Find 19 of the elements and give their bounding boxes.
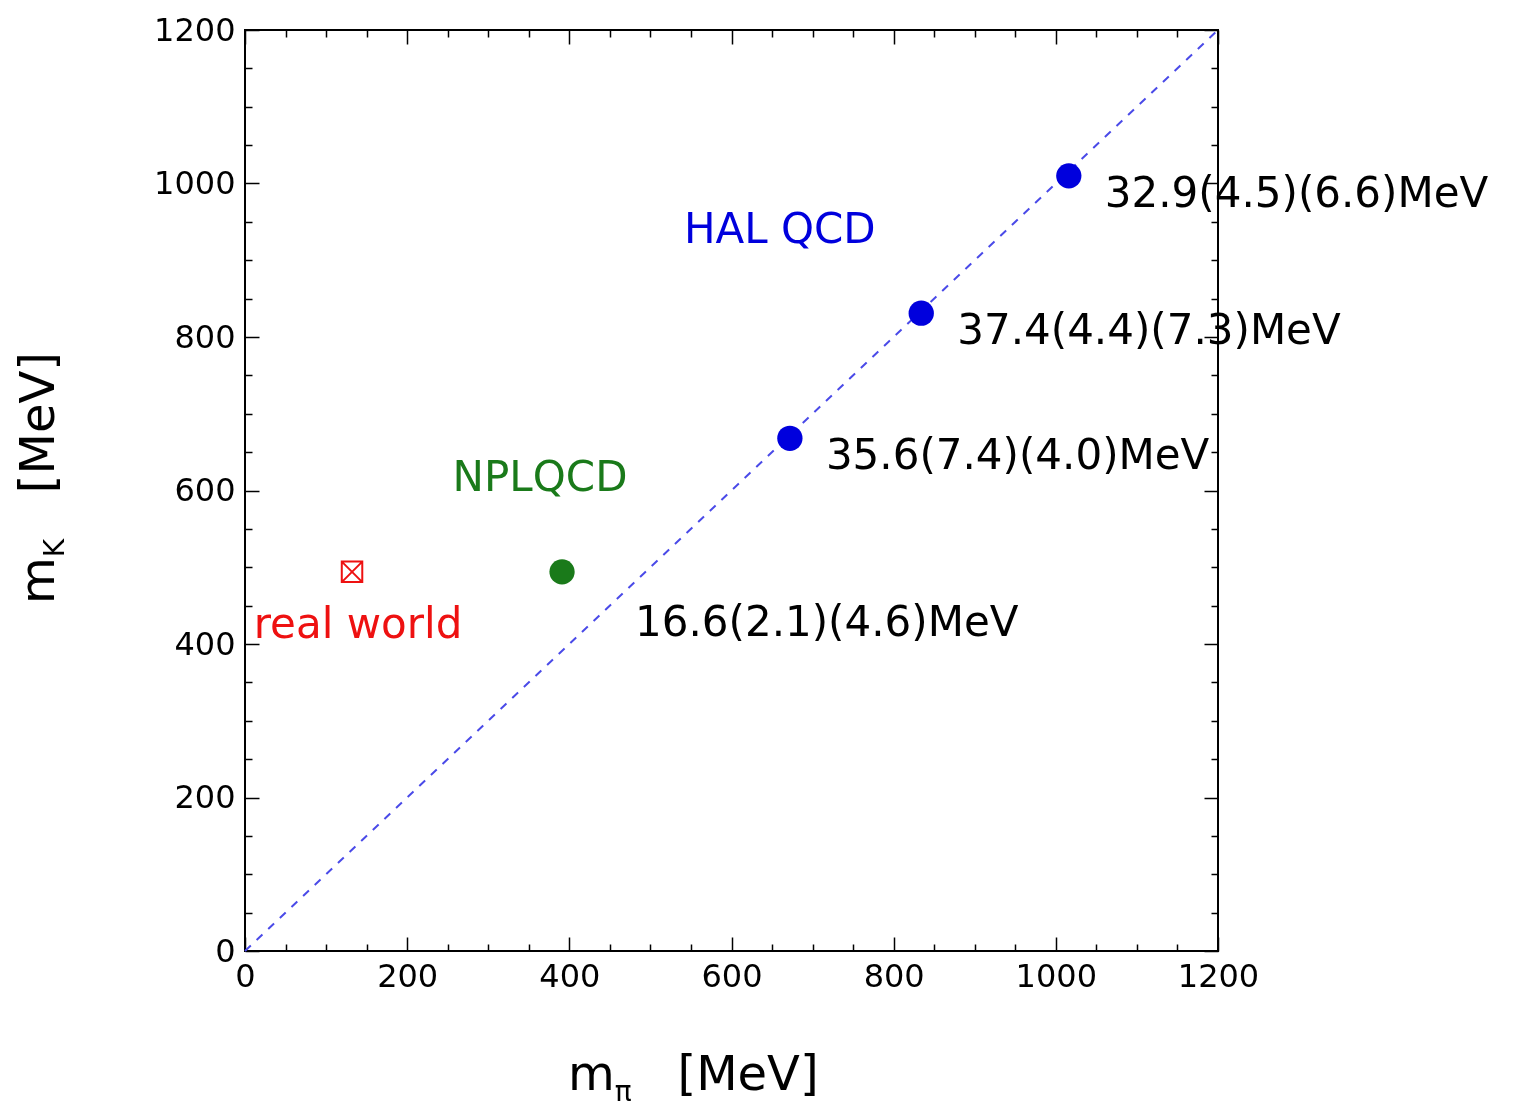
y-tick-label: 400 <box>174 624 236 663</box>
x-tick-label: 800 <box>863 956 925 995</box>
y-tick-label: 800 <box>174 317 236 356</box>
data-label: 35.6(7.4)(4.0)MeV <box>825 430 1210 480</box>
y-tick-label: 1000 <box>154 164 236 202</box>
text: NPLQCD <box>452 451 628 501</box>
x-tick-label: 200 <box>377 956 439 995</box>
x-tick-label: 600 <box>701 956 763 995</box>
y-tick-label: 0 <box>215 931 236 970</box>
y-tick-label: 1200 <box>154 10 236 49</box>
series-label: real world <box>253 598 463 648</box>
data-label: 16.6(2.1)(4.6)MeV <box>635 596 1019 646</box>
series-label: HAL QCD <box>683 203 876 253</box>
y-tick-label: 200 <box>174 778 236 816</box>
text: m$_{π}$ [MeV] <box>568 1045 819 1108</box>
x-tick-label: 1200 <box>1177 956 1260 995</box>
x-tick-label: 1000 <box>1015 956 1098 995</box>
x-tick-label: 400 <box>539 956 601 995</box>
y-tick-label: 600 <box>174 471 236 509</box>
